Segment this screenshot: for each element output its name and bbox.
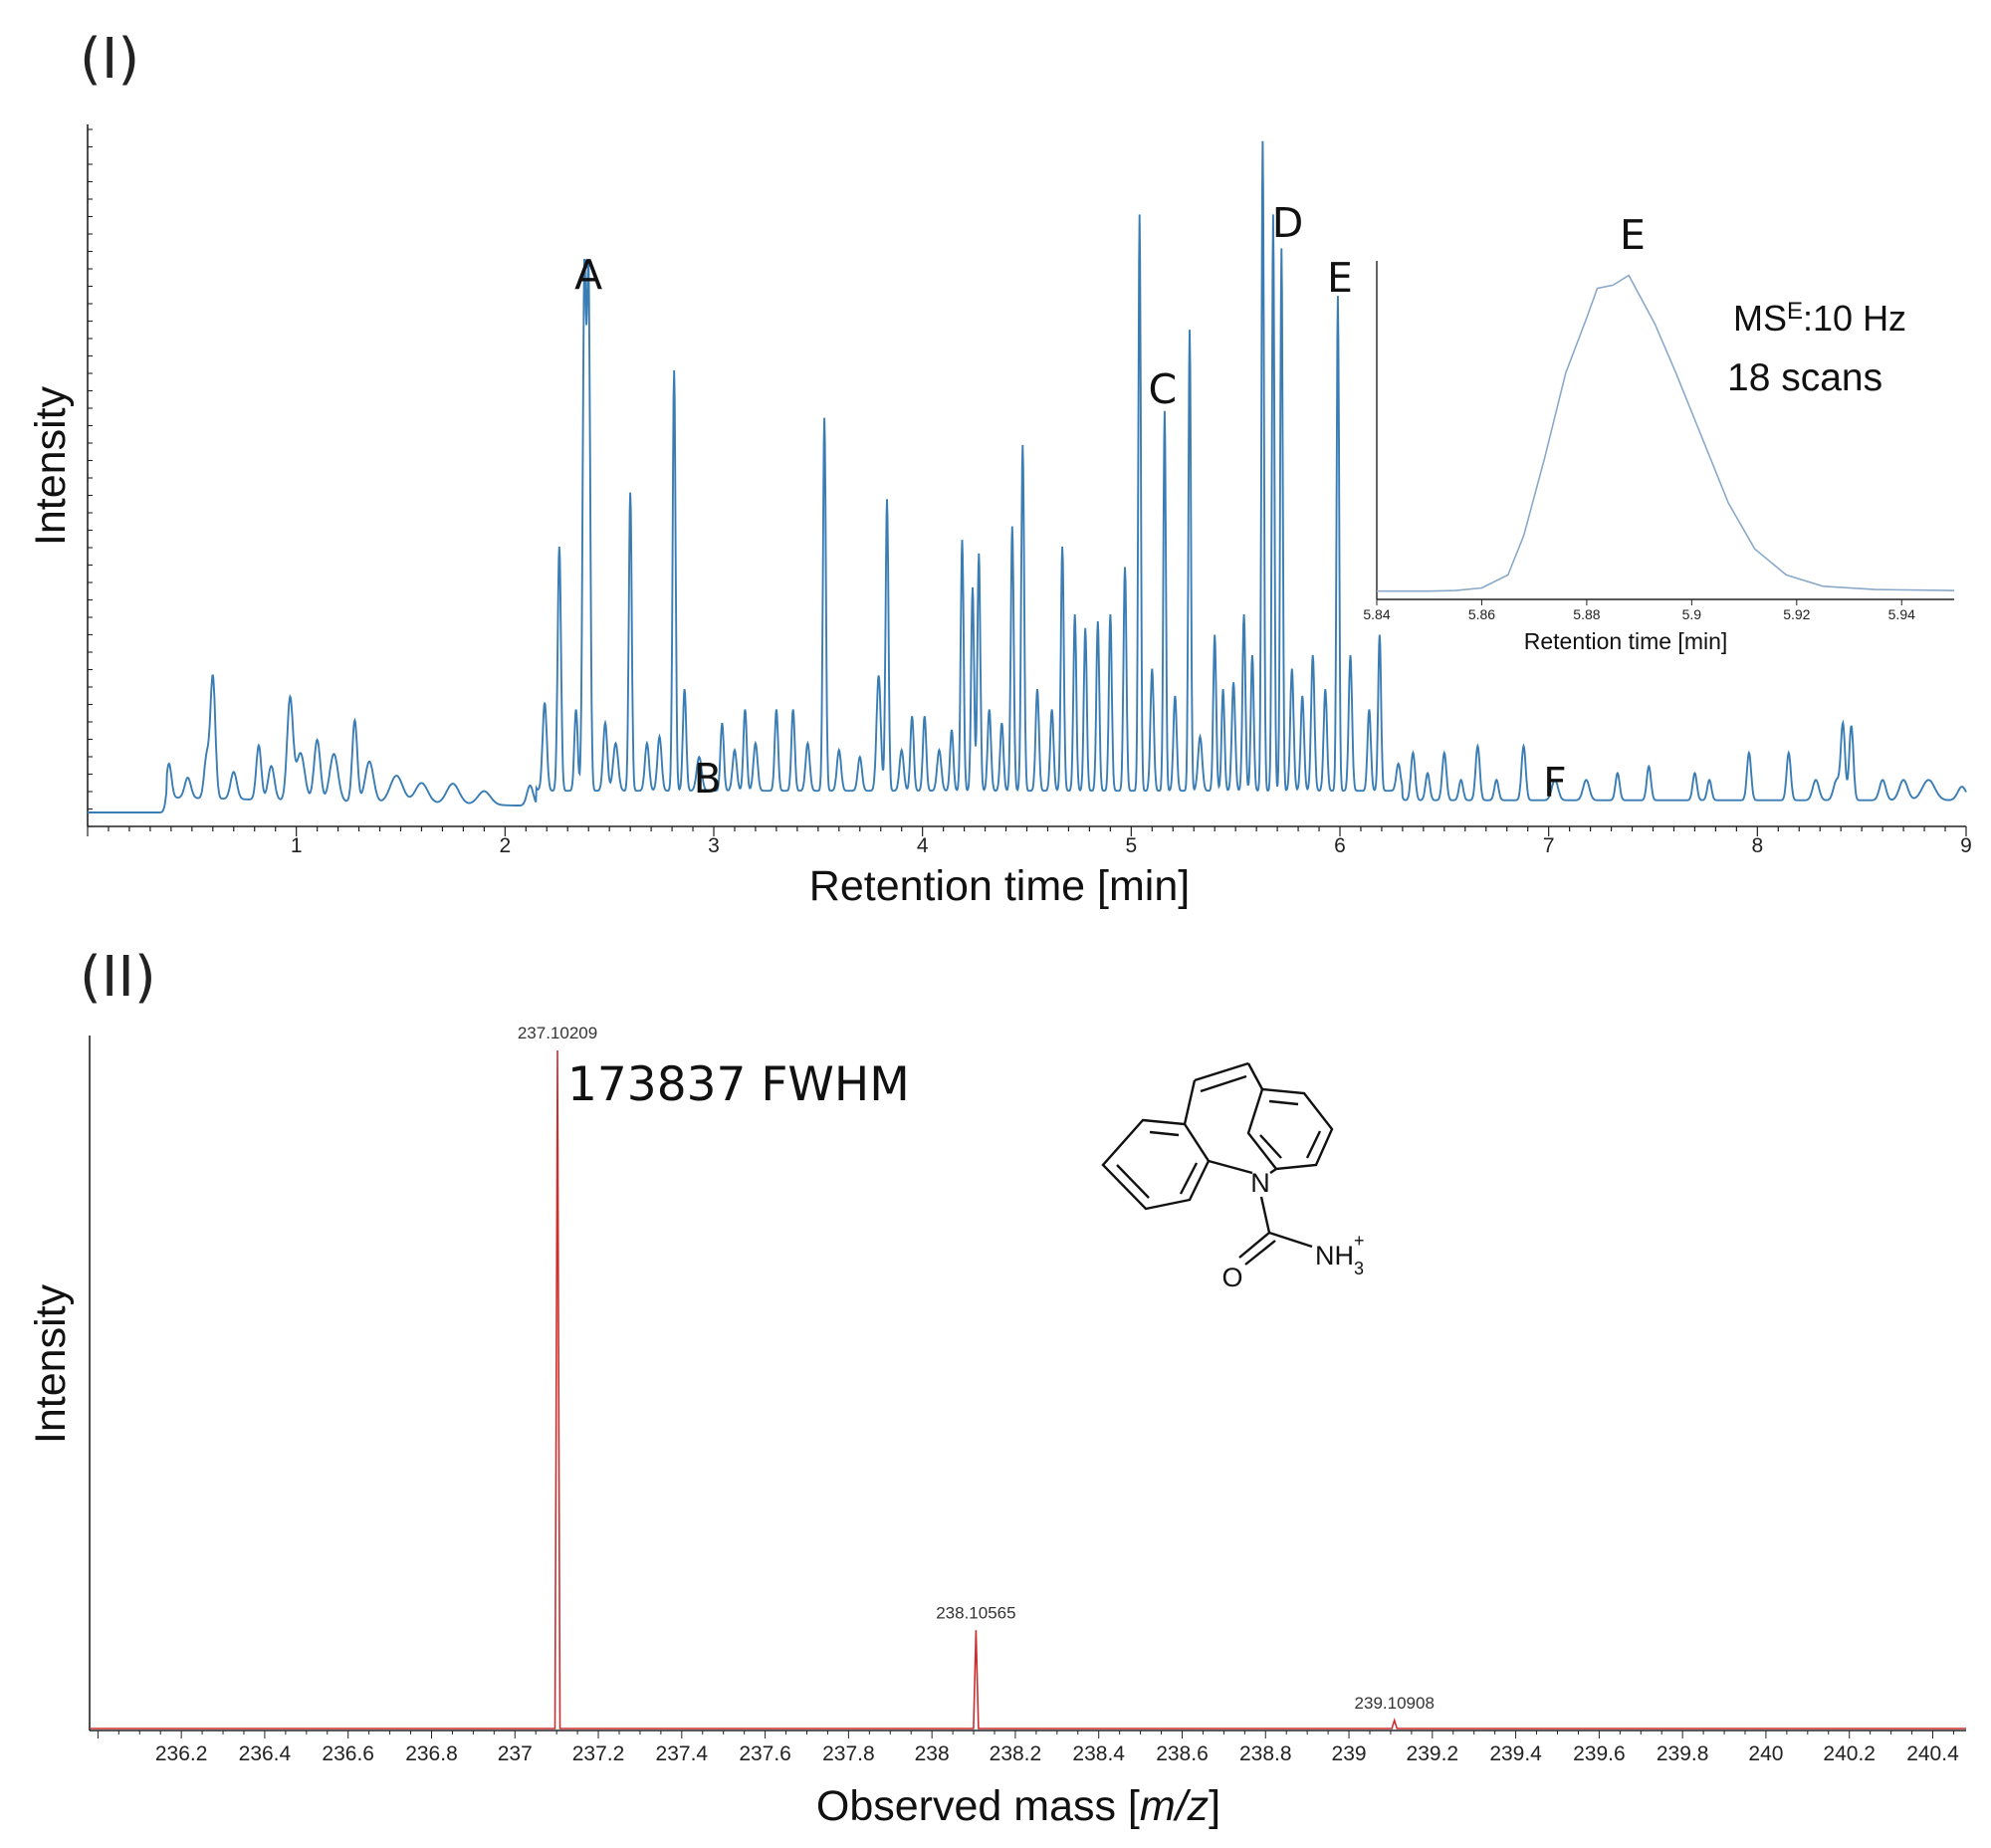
spectrum-x-tick-label: 237.6	[739, 1742, 791, 1765]
spectrum-x-tick-label: 237.4	[656, 1742, 709, 1765]
n-bond-right	[1269, 1168, 1277, 1174]
spectrum-x-tick-label: 239.8	[1657, 1742, 1709, 1765]
right-ring-double-bond-1	[1268, 1099, 1299, 1106]
spectrum-x-tick-label: 237	[498, 1742, 533, 1765]
spectrum-x-title: Observed mass [m/z]	[816, 1782, 1220, 1830]
peak-label-a: A	[574, 251, 602, 299]
spectrum-x-tick-label: 239.4	[1489, 1742, 1542, 1765]
spectrum-x-tick-label: 239	[1332, 1742, 1367, 1765]
spectrum-x-tick-label: 236.2	[155, 1742, 208, 1765]
mass-spectrum-plot: 236.2 236.4 236.6 236.8 237 237.2 237.4 237.6 23…	[89, 1024, 1966, 1765]
n-carbonyl-bond	[1259, 1196, 1271, 1234]
inset-x-tick-label: 5.84	[1363, 606, 1390, 622]
x-tick-label: 4	[917, 834, 929, 857]
left-ring-double-bond-1	[1149, 1130, 1180, 1137]
spectrum-x-tick-label: 239.6	[1573, 1742, 1626, 1765]
spectrum-trace	[90, 1049, 1966, 1730]
x-tick-label: 1	[291, 834, 303, 857]
x-tick-label: 8	[1751, 834, 1763, 857]
peak-label-e: E	[1327, 254, 1353, 302]
chromatogram-trace	[88, 140, 1967, 813]
spectrum-x-tick-label: 236.8	[405, 1742, 458, 1765]
inset-x-tick-label: 5.9	[1682, 606, 1702, 622]
left-ring-double-bond-2	[1116, 1164, 1150, 1199]
peak-label-d: D	[1272, 199, 1304, 247]
right-ring-double-bond-2	[1305, 1130, 1322, 1159]
spectrum-x-tick-label: 239.2	[1407, 1742, 1459, 1765]
inset-background	[1374, 254, 1956, 602]
scan-rate-label: MSE:10 Hz	[1733, 298, 1906, 339]
spectrum-x-tick-label: 236.6	[322, 1742, 374, 1765]
x-tick-label: 7	[1543, 834, 1555, 857]
bridge-bond-right	[1246, 1062, 1264, 1090]
x-tick-label: 6	[1334, 834, 1346, 857]
mass-peak-label: 238.10565	[936, 1603, 1015, 1622]
spectrum-x-ticks: 236.2 236.4 236.6 236.8 237 237.2 237.4 237.6 23…	[97, 1731, 1959, 1765]
bridge-double-bond-inner	[1200, 1074, 1247, 1093]
left-ring-double-bond-3	[1179, 1162, 1199, 1195]
inset-plot: 5.84 5.86 5.88 5.9 5.92 5.94	[1363, 254, 1956, 622]
chromatogram-x-title: Retention time [min]	[809, 862, 1190, 910]
inset-x-ticks: 5.84 5.86 5.88 5.9 5.92 5.94	[1363, 599, 1915, 622]
spectrum-x-tick-label: 238.8	[1239, 1742, 1292, 1765]
peak-label-b: B	[694, 755, 722, 803]
peak-label-c: C	[1148, 365, 1177, 413]
scan-count-label: 18 scans	[1727, 356, 1882, 399]
oxygen-atom: O	[1221, 1263, 1242, 1292]
nitrogen-atom: N	[1250, 1168, 1270, 1198]
spectrum-peak-labels: 237.10209 238.10565 239.10908	[518, 1024, 1435, 1713]
inset-x-title: Retention time [min]	[1524, 628, 1728, 654]
inset-x-tick-label: 5.92	[1783, 606, 1810, 622]
amide-bond	[1268, 1231, 1313, 1249]
inset-x-tick-label: 5.86	[1468, 606, 1495, 622]
spectrum-x-tick-label: 238	[915, 1742, 950, 1765]
chromatogram-y-title: Intensity	[27, 385, 75, 546]
inset-x-tick-label: 5.88	[1573, 606, 1600, 622]
inset-peak-title: E	[1620, 211, 1646, 259]
spectrum-x-tick-label: 238.4	[1072, 1742, 1125, 1765]
y-minor-ticks	[88, 128, 93, 827]
mass-peak-label: 239.10908	[1355, 1694, 1435, 1713]
spectrum-y-title: Intensity	[27, 1283, 75, 1444]
chemical-structure	[1101, 1061, 1334, 1266]
n-bond-left	[1208, 1159, 1253, 1175]
x-tick-label: 2	[499, 834, 511, 857]
ammonium-group: NH3+	[1315, 1231, 1365, 1278]
peak-labels: A B C DE F	[574, 199, 1567, 807]
panel-2-label: (II)	[80, 945, 156, 1010]
inset-x-tick-label: 5.94	[1888, 606, 1915, 622]
spectrum-x-tick-label: 237.2	[572, 1742, 625, 1765]
carbonyl-double-bond-2	[1244, 1240, 1276, 1266]
x-tick-label: 5	[1125, 834, 1137, 857]
right-ring-double-bond-3	[1259, 1134, 1282, 1159]
spectrum-x-tick-label: 237.8	[822, 1742, 875, 1765]
bridge-bond-left	[1183, 1079, 1197, 1125]
x-tick-label: 9	[1960, 834, 1972, 857]
x-ticks: 1 2 3 4 5 6 7 8 9	[87, 826, 1972, 857]
mass-peak-label: 237.10209	[518, 1024, 597, 1042]
spectrum-x-tick-label: 238.6	[1156, 1742, 1209, 1765]
resolution-label: 173837 FWHM	[567, 1057, 910, 1112]
peak-label-f: F	[1543, 759, 1567, 807]
carbonyl-double-bond-1	[1238, 1232, 1270, 1259]
spectrum-x-tick-label: 240.4	[1906, 1742, 1959, 1765]
bridge-double-bond	[1194, 1061, 1249, 1082]
spectrum-x-tick-label: 240.2	[1823, 1742, 1876, 1765]
x-tick-label: 3	[708, 834, 720, 857]
panel-1-label: (I)	[80, 27, 139, 92]
spectrum-x-tick-label: 238.2	[990, 1742, 1042, 1765]
spectrum-x-tick-label: 236.4	[239, 1742, 292, 1765]
right-benzene-ring	[1246, 1087, 1334, 1171]
inset-peak-trace	[1377, 274, 1955, 592]
spectrum-x-tick-label: 240	[1748, 1742, 1783, 1765]
